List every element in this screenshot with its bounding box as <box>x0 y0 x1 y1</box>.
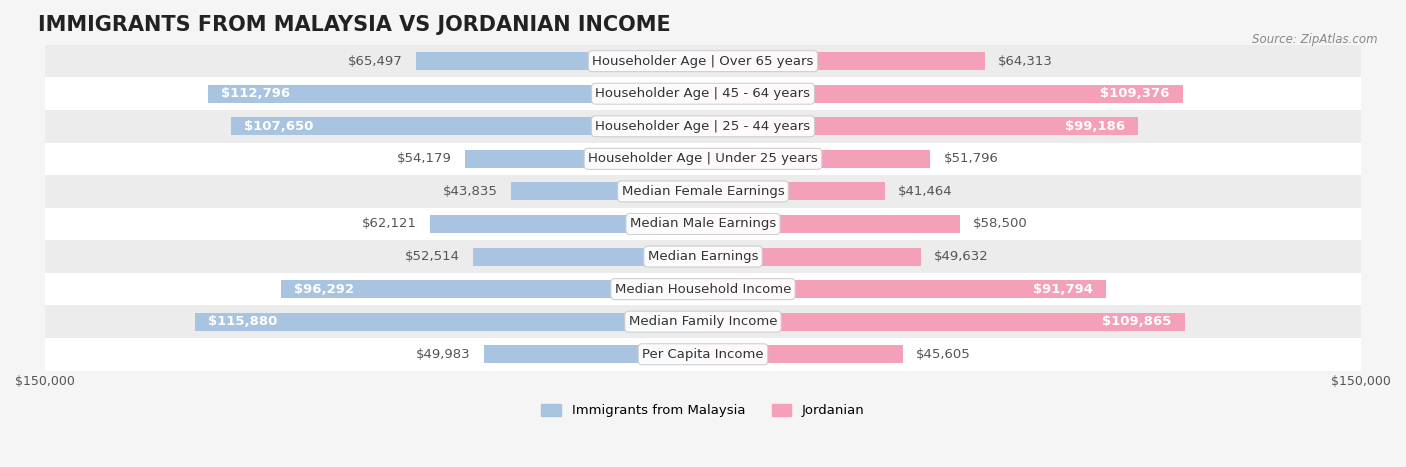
Text: Source: ZipAtlas.com: Source: ZipAtlas.com <box>1253 33 1378 46</box>
Bar <box>45 175 1361 208</box>
Bar <box>703 280 1105 298</box>
Text: Householder Age | Over 65 years: Householder Age | Over 65 years <box>592 55 814 68</box>
Text: Median Household Income: Median Household Income <box>614 283 792 296</box>
Text: $49,983: $49,983 <box>416 348 471 361</box>
Bar <box>45 273 1361 305</box>
Text: $109,865: $109,865 <box>1102 315 1171 328</box>
Text: Median Female Earnings: Median Female Earnings <box>621 185 785 198</box>
Text: Per Capita Income: Per Capita Income <box>643 348 763 361</box>
Bar <box>194 313 703 331</box>
Bar <box>703 248 921 266</box>
Text: $58,500: $58,500 <box>973 218 1028 231</box>
Text: $52,514: $52,514 <box>405 250 460 263</box>
Text: IMMIGRANTS FROM MALAYSIA VS JORDANIAN INCOME: IMMIGRANTS FROM MALAYSIA VS JORDANIAN IN… <box>38 15 671 35</box>
Bar <box>465 150 703 168</box>
Text: Householder Age | 25 - 44 years: Householder Age | 25 - 44 years <box>595 120 811 133</box>
Text: $112,796: $112,796 <box>221 87 291 100</box>
Bar <box>703 150 931 168</box>
Text: $99,186: $99,186 <box>1064 120 1125 133</box>
Bar <box>703 313 1185 331</box>
Text: $109,376: $109,376 <box>1101 87 1170 100</box>
Bar <box>208 85 703 103</box>
Bar <box>430 215 703 233</box>
Text: Householder Age | 45 - 64 years: Householder Age | 45 - 64 years <box>596 87 810 100</box>
Bar <box>703 52 986 70</box>
Bar <box>45 110 1361 142</box>
Text: $41,464: $41,464 <box>898 185 953 198</box>
Text: $65,497: $65,497 <box>347 55 402 68</box>
Bar <box>45 305 1361 338</box>
Bar <box>281 280 703 298</box>
Bar <box>703 345 903 363</box>
Text: $115,880: $115,880 <box>208 315 277 328</box>
Bar <box>472 248 703 266</box>
Bar <box>45 338 1361 370</box>
Bar <box>703 215 960 233</box>
Bar <box>484 345 703 363</box>
Legend: Immigrants from Malaysia, Jordanian: Immigrants from Malaysia, Jordanian <box>536 398 870 423</box>
Text: $45,605: $45,605 <box>917 348 972 361</box>
Text: $51,796: $51,796 <box>943 152 998 165</box>
Text: Median Family Income: Median Family Income <box>628 315 778 328</box>
Text: $54,179: $54,179 <box>398 152 453 165</box>
Bar <box>510 183 703 200</box>
Text: $49,632: $49,632 <box>934 250 988 263</box>
Bar <box>703 183 884 200</box>
Bar <box>703 117 1137 135</box>
Text: $43,835: $43,835 <box>443 185 498 198</box>
Text: $96,292: $96,292 <box>294 283 354 296</box>
Text: Householder Age | Under 25 years: Householder Age | Under 25 years <box>588 152 818 165</box>
Text: Median Male Earnings: Median Male Earnings <box>630 218 776 231</box>
Bar <box>416 52 703 70</box>
Bar <box>45 208 1361 240</box>
Bar <box>45 45 1361 78</box>
Bar <box>45 240 1361 273</box>
Bar <box>45 78 1361 110</box>
Text: $64,313: $64,313 <box>998 55 1053 68</box>
Text: Median Earnings: Median Earnings <box>648 250 758 263</box>
Bar <box>231 117 703 135</box>
Text: $62,121: $62,121 <box>363 218 418 231</box>
Text: $91,794: $91,794 <box>1032 283 1092 296</box>
Text: $107,650: $107,650 <box>243 120 314 133</box>
Bar <box>45 142 1361 175</box>
Bar <box>703 85 1182 103</box>
